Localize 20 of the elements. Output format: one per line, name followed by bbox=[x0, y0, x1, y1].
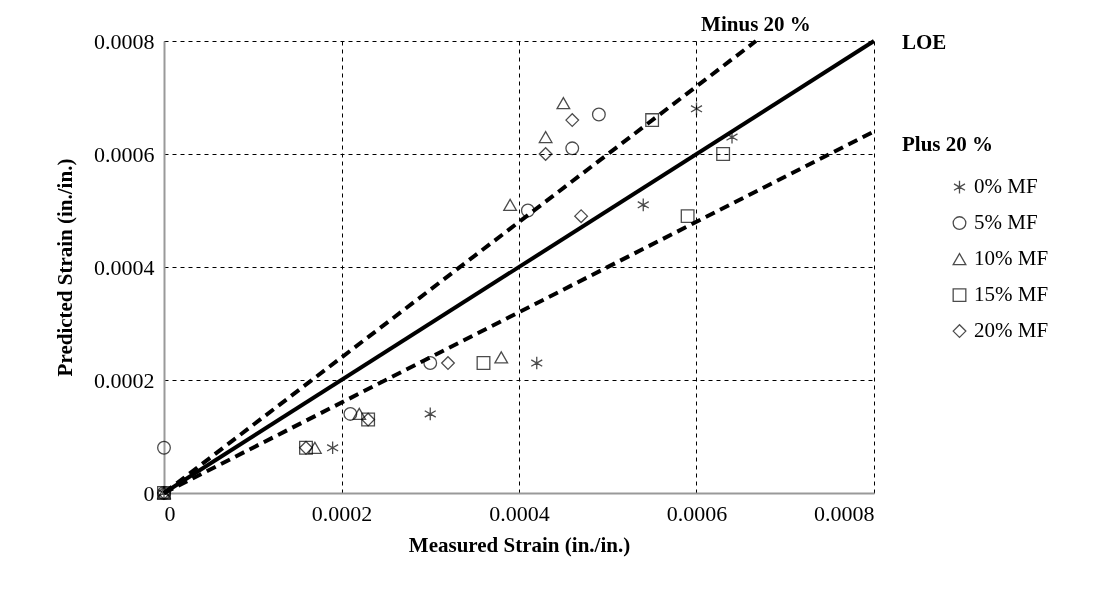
legend-label: 20% MF bbox=[974, 318, 1049, 343]
x-tick-label: 0 bbox=[164, 500, 176, 526]
legend-label: 10% MF bbox=[974, 246, 1049, 271]
y-tick-label: 0.0006 bbox=[94, 141, 155, 167]
legend-label: 5% MF bbox=[974, 210, 1038, 235]
x-tick-label: 0.0008 bbox=[814, 500, 875, 526]
y-tick-label: 0.0002 bbox=[94, 367, 155, 393]
y-axis-title: Predicted Strain (in./in.) bbox=[53, 158, 77, 377]
y-tick-label: 0.0004 bbox=[94, 254, 155, 280]
series-label: LOE bbox=[902, 30, 947, 54]
series-label: Plus 20 % bbox=[902, 132, 994, 157]
x-tick-label: 0.0004 bbox=[489, 500, 550, 526]
legend-label: 15% MF bbox=[974, 282, 1049, 307]
series-label: Minus 20 % bbox=[701, 12, 811, 36]
legend-label: 0% MF bbox=[974, 174, 1038, 199]
x-axis-title: Measured Strain (in./in.) bbox=[408, 532, 631, 557]
y-tick-label: 0 bbox=[143, 480, 155, 506]
x-tick-label: 0.0002 bbox=[311, 500, 373, 526]
y-tick-label: 0.0008 bbox=[94, 28, 155, 54]
x-tick-label: 0.0006 bbox=[666, 500, 728, 526]
